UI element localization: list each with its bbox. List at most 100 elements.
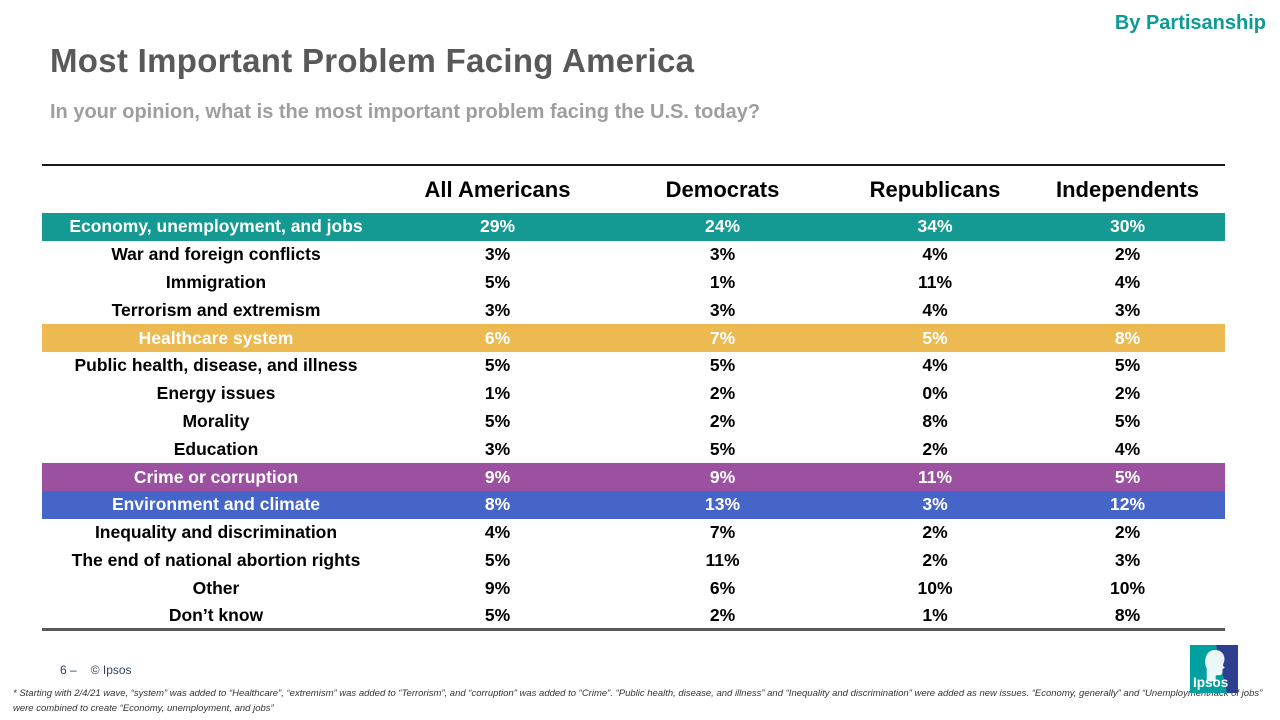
- cell-value: 7%: [709, 522, 736, 543]
- corner-label: By Partisanship: [1114, 12, 1266, 34]
- table-row: Other 9% 6% 10% 10%: [42, 574, 1225, 602]
- cell-value: 24%: [704, 216, 741, 237]
- row-label: Public health, disease, and illness: [74, 355, 358, 376]
- row-label: Morality: [182, 410, 250, 431]
- table-row: Immigration 5% 1% 11% 4%: [42, 269, 1225, 297]
- cell-value: 1%: [922, 604, 948, 625]
- table-row: Environment and climate 8% 13% 3% 12%: [42, 490, 1225, 519]
- table-row: Healthcare system 6% 7% 5% 8%: [42, 324, 1225, 352]
- cell-value: 3%: [709, 244, 736, 265]
- row-label: Inequality and discrimination: [94, 522, 338, 543]
- row-label: Crime or corruption: [133, 466, 299, 487]
- cell-value: 2%: [709, 410, 736, 431]
- cell-value: 10%: [1109, 577, 1146, 598]
- cell-value: 3%: [1114, 299, 1141, 320]
- table-row: Public health, disease, and illness 5% 5% 4…: [42, 352, 1225, 380]
- cell-value: 2%: [709, 604, 736, 625]
- cell-value: 1%: [709, 271, 736, 292]
- table-row: War and foreign conflicts 3% 3% 4% 2%: [42, 241, 1225, 269]
- header-row: All Americans Democrats Republicans Indepen…: [42, 165, 1225, 213]
- logo-wordmark: Ipsos: [1193, 675, 1228, 690]
- cell-value: 3%: [484, 438, 511, 459]
- cell-value: 3%: [484, 299, 511, 320]
- column-header: All Americans: [424, 176, 571, 202]
- cell-value: 4%: [1114, 271, 1141, 292]
- cell-value: 11%: [917, 271, 953, 292]
- cell-value: 4%: [922, 355, 948, 376]
- cell-value: 2%: [1114, 244, 1141, 265]
- cell-value: 2%: [1114, 383, 1141, 404]
- cell-value: 13%: [704, 494, 741, 515]
- cell-value: 3%: [709, 299, 736, 320]
- table-row: Don’t know 5% 2% 1% 8%: [42, 602, 1225, 630]
- cell-value: 5%: [709, 355, 736, 376]
- cell-value: 9%: [484, 466, 511, 487]
- table-row: Terrorism and extremism 3% 3% 4% 3%: [42, 296, 1225, 324]
- row-label: Other: [192, 577, 240, 598]
- column-header: Democrats: [665, 176, 780, 202]
- cell-value: 5%: [922, 327, 948, 348]
- footer: 6 – © Ipsos: [60, 663, 132, 677]
- copyright: © Ipsos: [90, 663, 132, 677]
- ipsos-logo: Ipsos: [1190, 645, 1238, 693]
- row-label: Economy, unemployment, and jobs: [69, 216, 363, 237]
- column-header: [42, 165, 390, 213]
- cell-value: 2%: [922, 549, 948, 570]
- cell-value: 8%: [484, 494, 511, 515]
- cell-value: 8%: [1114, 327, 1141, 348]
- cell-value: 5%: [1114, 410, 1141, 431]
- row-label: Education: [173, 438, 259, 459]
- cell-value: 5%: [484, 271, 511, 292]
- cell-value: 5%: [1114, 466, 1141, 487]
- cell-value: 0%: [922, 383, 948, 404]
- cell-value: 29%: [479, 216, 516, 237]
- table-row: Education 3% 5% 2% 4%: [42, 435, 1225, 463]
- cell-value: 5%: [709, 438, 736, 459]
- results-table: All Americans Democrats Republicans Indepen…: [42, 164, 1225, 632]
- cell-value: 5%: [484, 549, 511, 570]
- table-row: Economy, unemployment, and jobs 29% 24% 34%…: [42, 213, 1225, 241]
- footnote: * Starting with 2/4/21 wave, “system” wa…: [13, 688, 1263, 714]
- cell-value: 11%: [705, 549, 740, 570]
- cell-value: 12%: [1109, 494, 1146, 515]
- row-label: Environment and climate: [111, 494, 321, 515]
- row-label: Terrorism and extremism: [111, 299, 321, 320]
- cell-value: 7%: [709, 327, 736, 348]
- cell-value: 3%: [1114, 549, 1141, 570]
- cell-value: 3%: [484, 244, 511, 265]
- cell-value: 4%: [1114, 438, 1141, 459]
- table-row: Energy issues 1% 2% 0% 2%: [42, 380, 1225, 408]
- page-subtitle: In your opinion, what is the most import…: [50, 101, 761, 123]
- cell-value: 9%: [709, 466, 736, 487]
- cell-value: 2%: [1114, 522, 1141, 543]
- cell-value: 9%: [484, 577, 511, 598]
- row-label: War and foreign conflicts: [111, 244, 321, 265]
- table-body: Economy, unemployment, and jobs 29% 24% 34%…: [42, 213, 1225, 630]
- page-title: Most Important Problem Facing America: [50, 42, 695, 79]
- cell-value: 11%: [917, 466, 953, 487]
- column-header: Independents: [1055, 176, 1199, 202]
- cell-value: 5%: [484, 410, 511, 431]
- cell-value: 2%: [709, 383, 736, 404]
- cell-value: 5%: [484, 355, 511, 376]
- table-row: The end of national abortion rights 5% 11%…: [42, 547, 1225, 575]
- cell-value: 2%: [922, 522, 948, 543]
- cell-value: 3%: [922, 494, 948, 515]
- results-table-container: All Americans Democrats Republicans Indepen…: [42, 164, 1225, 632]
- cell-value: 34%: [917, 216, 953, 237]
- column-header: Republicans: [869, 176, 1001, 202]
- table-row: Inequality and discrimination 4% 7% 2% 2%: [42, 519, 1225, 547]
- row-label: The end of national abortion rights: [71, 549, 361, 570]
- cell-value: 30%: [1109, 216, 1146, 237]
- cell-value: 8%: [922, 410, 948, 431]
- cell-value: 4%: [484, 522, 511, 543]
- row-label: Immigration: [165, 271, 267, 292]
- cell-value: 4%: [922, 244, 948, 265]
- cell-value: 6%: [484, 327, 511, 348]
- cell-value: 8%: [1114, 604, 1141, 625]
- row-label: Energy issues: [156, 383, 276, 404]
- cell-value: 2%: [922, 438, 948, 459]
- logo-profile-icon: [1205, 650, 1225, 682]
- cell-value: 1%: [484, 383, 511, 404]
- cell-value: 4%: [922, 299, 948, 320]
